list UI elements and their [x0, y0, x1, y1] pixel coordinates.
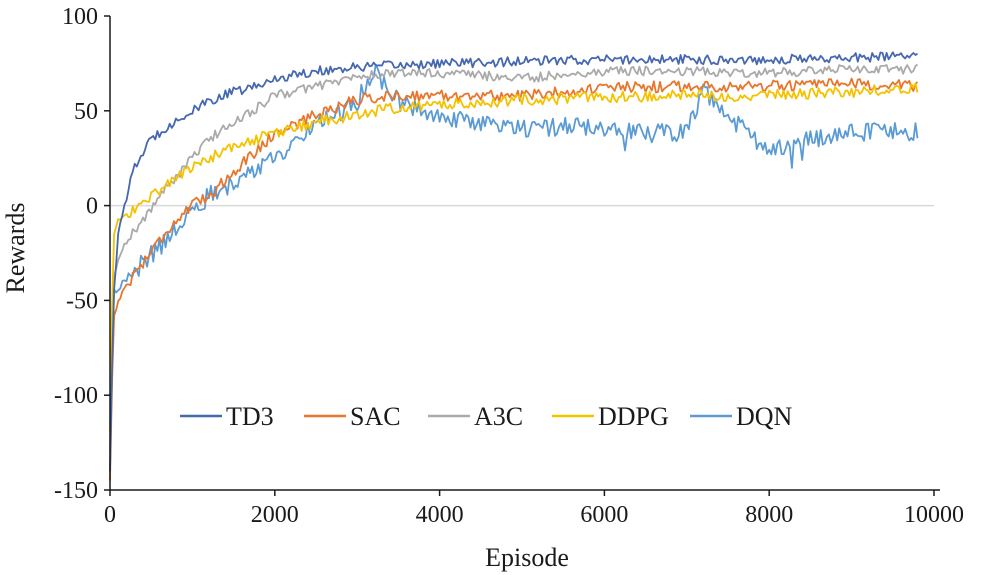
- x-tick-label: 4000: [416, 502, 464, 528]
- x-tick-label: 8000: [745, 502, 793, 528]
- legend-label-td3: TD3: [226, 402, 274, 431]
- x-tick-label: 2000: [251, 502, 299, 528]
- legend-label-ddpg: DDPG: [598, 402, 669, 431]
- legend-label-sac: SAC: [350, 402, 401, 431]
- axis-layer: [104, 15, 940, 496]
- y-tick-label: 50: [74, 99, 98, 125]
- x-tick-label: 6000: [580, 502, 628, 528]
- y-tick-label: -100: [54, 383, 98, 409]
- series-line-sac: [109, 77, 919, 481]
- series-line-ddpg: [109, 82, 919, 433]
- series-line-td3: [109, 51, 919, 472]
- x-tick-label: 0: [104, 502, 116, 528]
- y-tick-label: -150: [54, 478, 98, 504]
- series-layer: [109, 51, 919, 481]
- y-tick-label: 100: [62, 4, 98, 30]
- legend: TD3 SAC A3C DDPG DQN: [180, 402, 793, 431]
- series-line-dqn: [109, 63, 919, 470]
- x-tick-label: 10000: [904, 502, 964, 528]
- y-tick-label: -50: [66, 288, 98, 314]
- legend-label-a3c: A3C: [474, 402, 523, 431]
- x-axis-title: Episode: [485, 543, 569, 572]
- y-tick-label: 0: [86, 194, 98, 220]
- legend-label-dqn: DQN: [736, 402, 793, 431]
- y-axis-title: Rewards: [1, 203, 30, 294]
- series-line-a3c: [109, 63, 919, 452]
